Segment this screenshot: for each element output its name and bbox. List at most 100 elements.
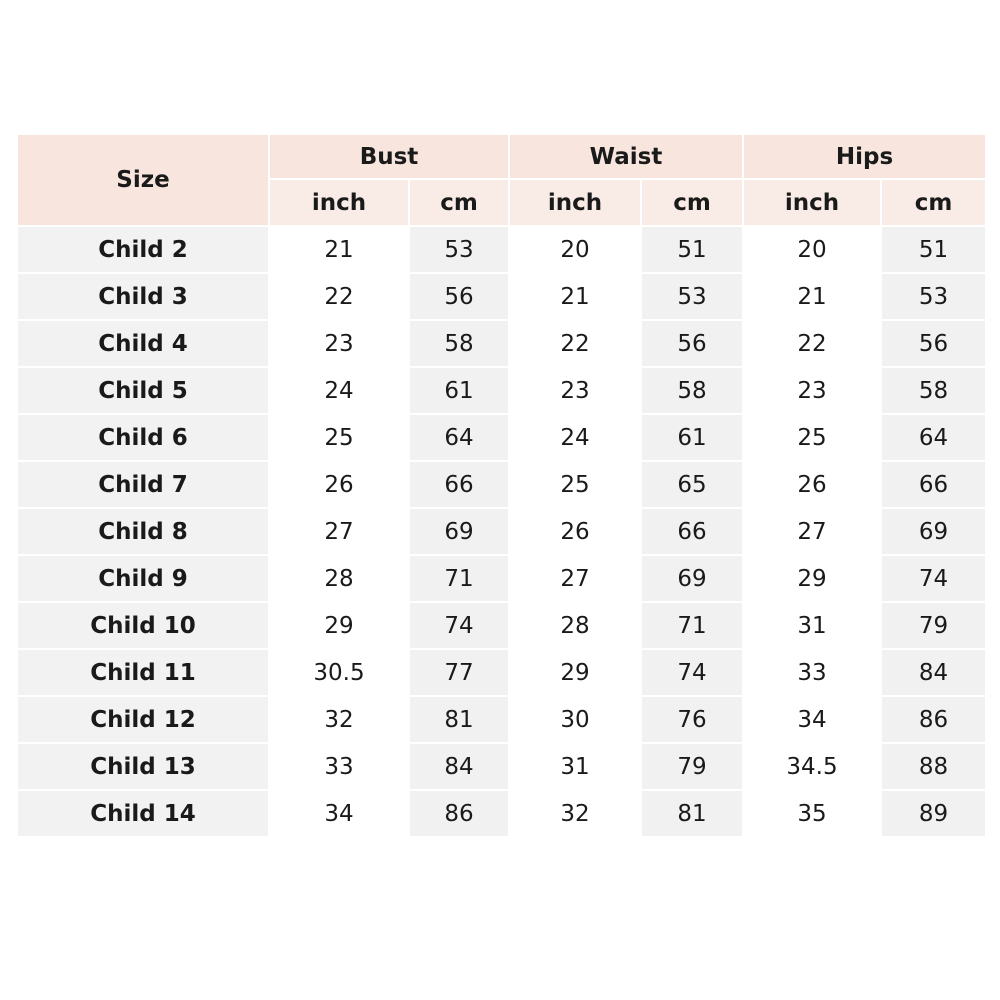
cm-cell: 51 [642,227,742,274]
inch-cell: 29 [510,650,640,697]
inch-cell: 30 [510,697,640,744]
unit-header: cm [642,180,742,227]
inch-cell: 29 [270,603,408,650]
cm-cell: 56 [410,274,508,321]
inch-cell: 21 [510,274,640,321]
cm-cell: 66 [642,509,742,556]
size-cell: Child 6 [18,415,268,462]
cm-cell: 79 [882,603,985,650]
size-cell: Child 5 [18,368,268,415]
cm-cell: 61 [410,368,508,415]
inch-cell: 24 [270,368,408,415]
cm-cell: 76 [642,697,742,744]
cm-cell: 65 [642,462,742,509]
inch-cell: 27 [744,509,880,556]
inch-cell: 26 [270,462,408,509]
size-cell: Child 14 [18,791,268,838]
cm-cell: 79 [642,744,742,791]
size-cell: Child 10 [18,603,268,650]
inch-cell: 27 [270,509,408,556]
inch-cell: 34.5 [744,744,880,791]
cm-cell: 89 [882,791,985,838]
cm-cell: 66 [882,462,985,509]
inch-cell: 25 [270,415,408,462]
inch-cell: 32 [510,791,640,838]
inch-cell: 23 [510,368,640,415]
cm-cell: 81 [410,697,508,744]
cm-cell: 74 [410,603,508,650]
unit-header: inch [510,180,640,227]
unit-header: inch [270,180,408,227]
cm-cell: 81 [642,791,742,838]
size-cell: Child 8 [18,509,268,556]
cm-cell: 88 [882,744,985,791]
inch-cell: 22 [270,274,408,321]
unit-header: cm [882,180,985,227]
cm-cell: 51 [882,227,985,274]
inch-cell: 29 [744,556,880,603]
inch-cell: 20 [744,227,880,274]
inch-cell: 25 [744,415,880,462]
inch-cell: 27 [510,556,640,603]
inch-cell: 33 [270,744,408,791]
inch-cell: 31 [744,603,880,650]
cm-cell: 77 [410,650,508,697]
inch-cell: 23 [270,321,408,368]
inch-cell: 26 [510,509,640,556]
size-cell: Child 7 [18,462,268,509]
cm-cell: 64 [410,415,508,462]
unit-header: inch [744,180,880,227]
inch-cell: 34 [270,791,408,838]
cm-cell: 53 [642,274,742,321]
inch-cell: 30.5 [270,650,408,697]
size-cell: Child 4 [18,321,268,368]
size-cell: Child 9 [18,556,268,603]
cm-cell: 56 [642,321,742,368]
cm-cell: 56 [882,321,985,368]
inch-cell: 24 [510,415,640,462]
inch-cell: 21 [744,274,880,321]
inch-cell: 22 [510,321,640,368]
cm-cell: 53 [410,227,508,274]
inch-cell: 23 [744,368,880,415]
cm-cell: 69 [642,556,742,603]
size-cell: Child 13 [18,744,268,791]
inch-cell: 28 [510,603,640,650]
bust-header: Bust [270,135,508,180]
cm-cell: 84 [882,650,985,697]
inch-cell: 21 [270,227,408,274]
cm-cell: 86 [410,791,508,838]
inch-cell: 34 [744,697,880,744]
inch-cell: 35 [744,791,880,838]
cm-cell: 66 [410,462,508,509]
size-cell: Child 2 [18,227,268,274]
size-cell: Child 11 [18,650,268,697]
cm-cell: 74 [642,650,742,697]
cm-cell: 71 [642,603,742,650]
cm-cell: 69 [882,509,985,556]
size-cell: Child 12 [18,697,268,744]
cm-cell: 53 [882,274,985,321]
size-cell: Child 3 [18,274,268,321]
cm-cell: 74 [882,556,985,603]
inch-cell: 32 [270,697,408,744]
cm-cell: 71 [410,556,508,603]
cm-cell: 61 [642,415,742,462]
cm-cell: 58 [642,368,742,415]
inch-cell: 25 [510,462,640,509]
cm-cell: 69 [410,509,508,556]
inch-cell: 28 [270,556,408,603]
cm-cell: 64 [882,415,985,462]
cm-cell: 84 [410,744,508,791]
size-chart-table: Size Bust Waist Hips inch cm inch cm inc… [18,135,985,838]
inch-cell: 31 [510,744,640,791]
hips-header: Hips [744,135,985,180]
inch-cell: 26 [744,462,880,509]
cm-cell: 58 [882,368,985,415]
cm-cell: 86 [882,697,985,744]
unit-header: cm [410,180,508,227]
inch-cell: 33 [744,650,880,697]
cm-cell: 58 [410,321,508,368]
inch-cell: 22 [744,321,880,368]
waist-header: Waist [510,135,742,180]
